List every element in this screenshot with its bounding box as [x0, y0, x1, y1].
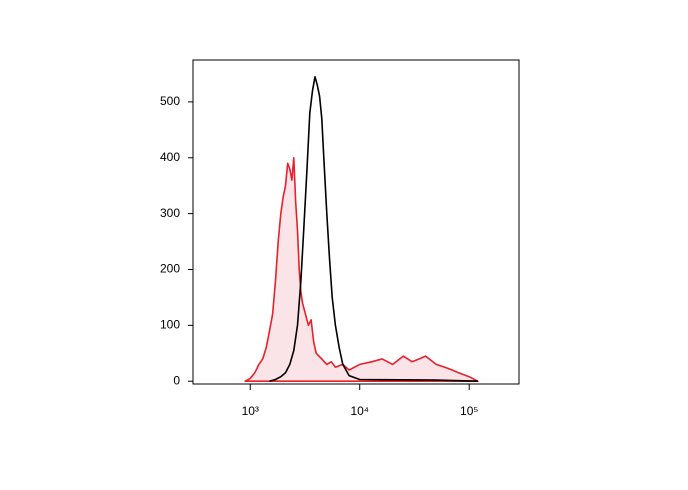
x-tick-label: 10³ — [242, 404, 259, 418]
y-tick-label: 300 — [160, 206, 180, 220]
x-tick-label: 10⁴ — [350, 404, 369, 418]
y-tick-label: 500 — [160, 94, 180, 108]
y-tick-label: 200 — [160, 262, 180, 276]
histogram-trace — [244, 157, 479, 383]
histogram-trace — [269, 76, 478, 382]
x-tick-label: 10⁵ — [460, 404, 478, 418]
y-tick-label: 100 — [160, 318, 180, 332]
y-tick-label: 0 — [173, 373, 180, 387]
plot-frame — [192, 59, 520, 385]
y-tick-label: 400 — [160, 150, 180, 164]
